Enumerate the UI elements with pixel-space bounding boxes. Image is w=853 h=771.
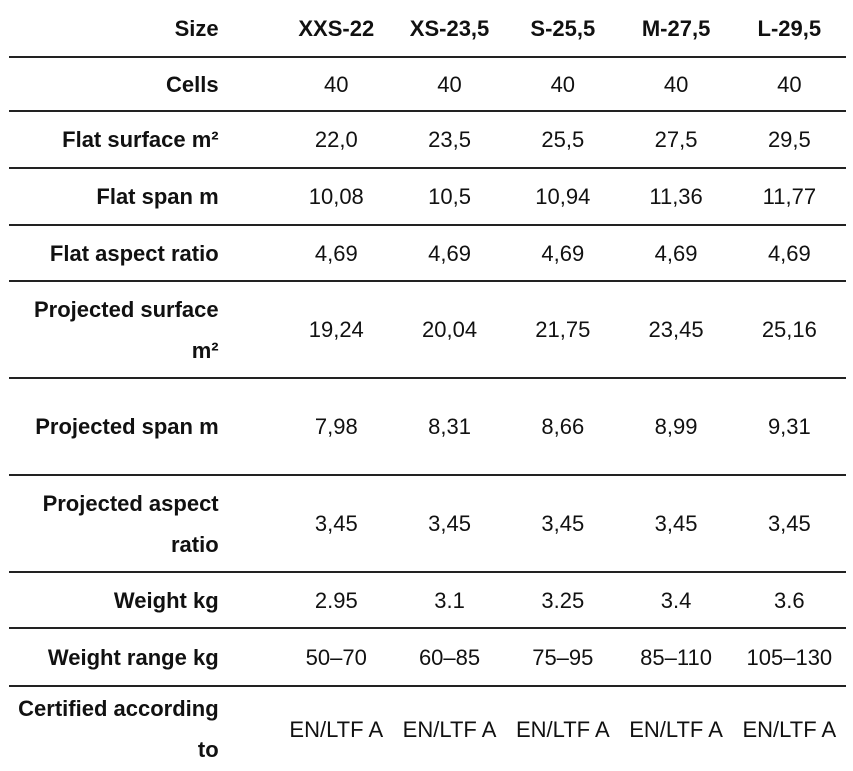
cell-value: 3.4 (619, 571, 733, 628)
cell-value: 27,5 (619, 110, 733, 168)
cell-value: 11,77 (732, 167, 846, 225)
cell-value: 25,16 (732, 280, 846, 378)
header-label: Size (174, 15, 219, 41)
cell-value: 3,45 (506, 474, 620, 572)
cell-value: 3,45 (392, 474, 507, 572)
header-row: Size XXS-22 XS-23,5 S-25,5 M-27,5 L-29,5 (9, 0, 846, 57)
cell-value: 25,5 (506, 110, 620, 168)
cell-value: 4,69 (392, 224, 507, 281)
cell-value: 3,45 (279, 474, 393, 572)
cell-value: 105–130 (732, 627, 846, 686)
row-label: Flat aspect ratio (9, 224, 280, 281)
cell-value: 10,08 (279, 167, 393, 225)
row-label: Projected span m (9, 377, 280, 475)
size-spec-table: Size XXS-22 XS-23,5 S-25,5 M-27,5 L-29,5… (9, 0, 846, 771)
cell-value: EN/LTF A (732, 685, 846, 771)
row-label: Projected surface m² (9, 280, 280, 378)
row-label: Cells (9, 56, 280, 111)
cell-value: 40 (279, 56, 393, 111)
cell-value: 40 (732, 56, 846, 111)
cell-value: 7,98 (279, 377, 393, 475)
cell-value: 75–95 (506, 627, 620, 686)
table-row: Weight range kg 50–70 60–85 75–95 85–110 105–… (9, 627, 846, 686)
size-header: L-29,5 (757, 15, 822, 41)
cell-value: 8,66 (506, 377, 620, 475)
cell-value: 4,69 (279, 224, 393, 281)
cell-value: 23,5 (392, 110, 507, 168)
cell-value: 20,04 (392, 280, 507, 378)
cell-value: 3.1 (392, 571, 507, 628)
cell-value: 19,24 (279, 280, 393, 378)
cell-value: 4,69 (732, 224, 846, 281)
cell-value: 4,69 (619, 224, 733, 281)
row-label: Flat span m (9, 167, 280, 225)
cell-value: 40 (506, 56, 620, 111)
cell-value: 40 (619, 56, 733, 111)
table-row: Projected aspect ratio 3,45 3,45 3,45 3,45 3,… (9, 474, 846, 572)
table-row: Projected surface m² 19,24 20,04 21,75 23,45… (9, 280, 846, 378)
table-row: Cells 40 40 40 40 40 (9, 56, 846, 111)
cell-value: 23,45 (619, 280, 733, 378)
row-label: Weight range kg (9, 627, 280, 686)
cell-value: 4,69 (506, 224, 620, 281)
cell-value: 3,45 (619, 474, 733, 572)
table-row: Flat span m 10,08 10,5 10,94 11,36 11,77 (9, 167, 846, 225)
cell-value: 9,31 (732, 377, 846, 475)
cell-value: 22,0 (279, 110, 393, 168)
size-header: M-27,5 (641, 15, 711, 41)
cell-value: 8,31 (392, 377, 507, 475)
cell-value: 60–85 (392, 627, 507, 686)
cell-value: 10,94 (506, 167, 620, 225)
table-row: Projected span m 7,98 8,31 8,66 8,99 9,31 (9, 377, 846, 475)
cell-value: 8,99 (619, 377, 733, 475)
table-row: Weight kg 2.95 3.1 3.25 3.4 3.6 (9, 571, 846, 628)
size-header: XXS-22 (298, 15, 375, 41)
cell-value: EN/LTF A (279, 685, 393, 771)
cell-value: 40 (392, 56, 507, 111)
cell-value: 3,45 (732, 474, 846, 572)
table-row: Flat surface m² 22,0 23,5 25,5 27,5 29,5 (9, 110, 846, 168)
table-row: Flat aspect ratio 4,69 4,69 4,69 4,69 4,69 (9, 224, 846, 281)
cell-value: 3.25 (506, 571, 620, 628)
table-row: Certified according to EN/LTF A EN/LTF A EN… (9, 685, 846, 771)
size-header: S-25,5 (530, 15, 596, 41)
cell-value: EN/LTF A (506, 685, 620, 771)
cell-value: 11,36 (619, 167, 733, 225)
cell-value: 85–110 (619, 627, 733, 686)
row-label: Weight kg (9, 571, 280, 628)
cell-value: 3.6 (732, 571, 846, 628)
row-label: Projected aspect ratio (9, 474, 280, 572)
row-label: Flat surface m² (9, 110, 280, 168)
cell-value: 21,75 (506, 280, 620, 378)
cell-value: 50–70 (279, 627, 393, 686)
cell-value: 10,5 (392, 167, 507, 225)
cell-value: 29,5 (732, 110, 846, 168)
row-label: Certified according to (9, 685, 280, 771)
cell-value: EN/LTF A (392, 685, 507, 771)
cell-value: EN/LTF A (619, 685, 733, 771)
cell-value: 2.95 (279, 571, 393, 628)
size-header: XS-23,5 (409, 15, 490, 41)
